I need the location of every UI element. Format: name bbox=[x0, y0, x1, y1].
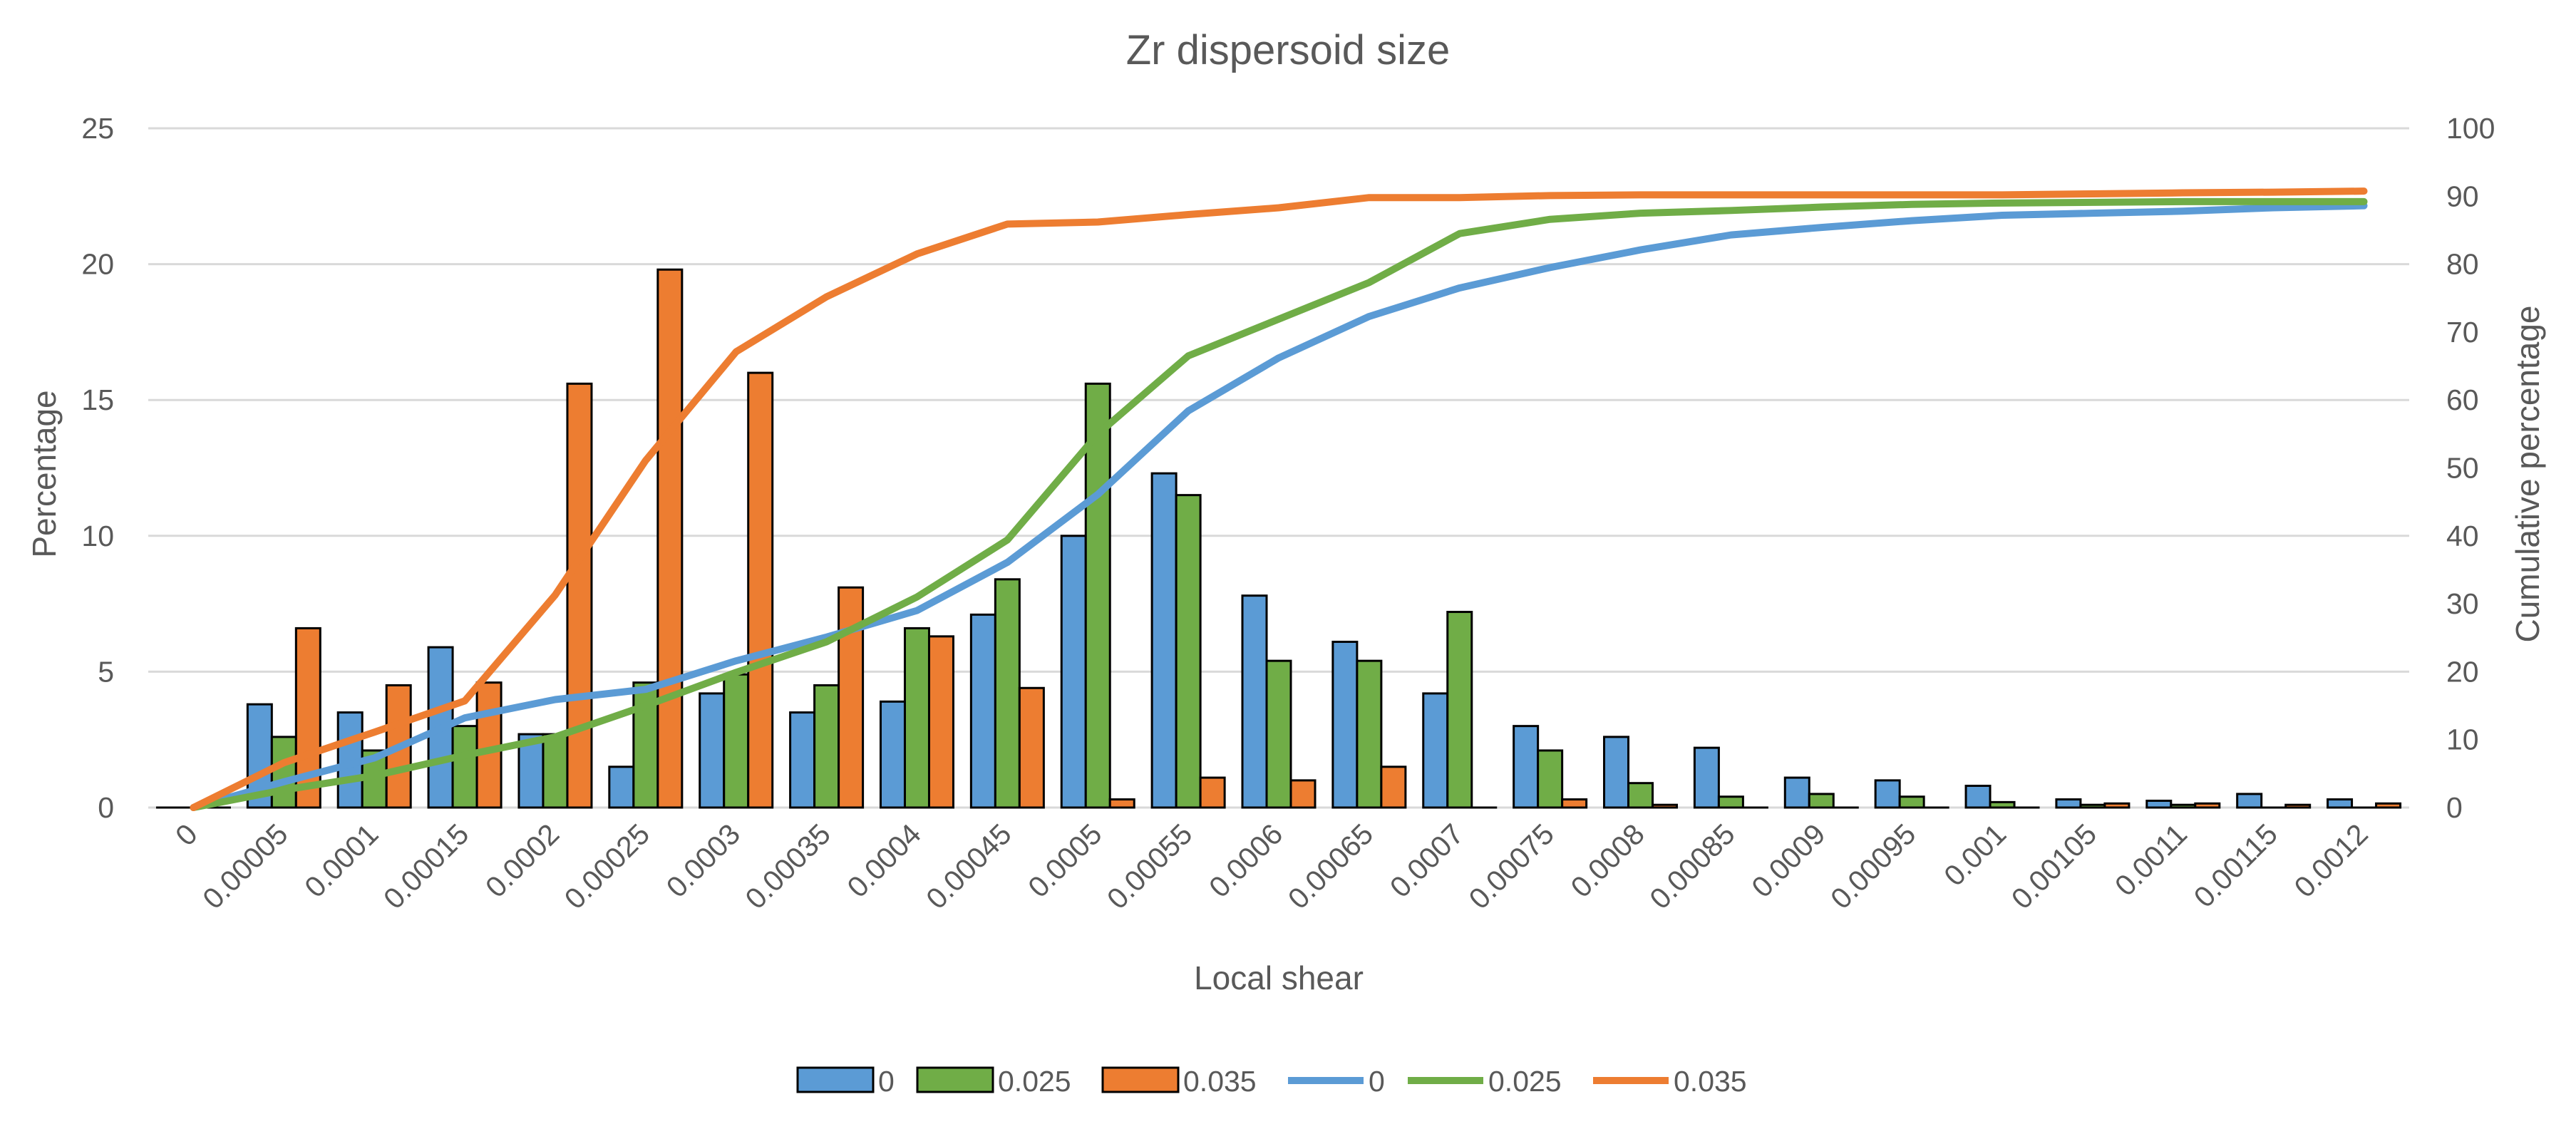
series-line bbox=[190, 197, 2368, 811]
bar bbox=[1380, 765, 1407, 809]
bar bbox=[1561, 798, 1588, 809]
legend-label: 0.035 bbox=[1674, 1065, 1747, 1098]
bar bbox=[969, 613, 996, 809]
bar bbox=[2079, 803, 2106, 809]
y-tick-label: 25 bbox=[81, 112, 114, 145]
bar bbox=[2284, 803, 2312, 809]
bar bbox=[927, 635, 954, 809]
bar bbox=[542, 733, 569, 809]
y2-tick-label: 30 bbox=[2446, 587, 2479, 620]
bar bbox=[608, 765, 635, 809]
legend-swatch bbox=[916, 1066, 994, 1093]
bar bbox=[2375, 802, 2402, 809]
bar bbox=[1783, 776, 1810, 809]
bar bbox=[270, 736, 297, 809]
bar bbox=[2194, 802, 2221, 809]
lines bbox=[190, 187, 2368, 811]
bar bbox=[1603, 736, 1630, 809]
bar bbox=[1652, 803, 1679, 809]
legend-swatch bbox=[796, 1066, 875, 1093]
bar bbox=[1964, 785, 1992, 809]
y-tick-label: 5 bbox=[98, 655, 114, 688]
bar bbox=[789, 711, 816, 809]
legend-label: 0 bbox=[1369, 1065, 1385, 1098]
bar bbox=[1265, 659, 1292, 809]
y-tick-label: 0 bbox=[98, 791, 114, 824]
bar bbox=[1513, 725, 1540, 809]
y2-tick-label: 70 bbox=[2446, 316, 2479, 349]
bar bbox=[903, 627, 930, 809]
bar bbox=[656, 268, 684, 809]
bar bbox=[1808, 793, 1835, 809]
bar bbox=[1331, 640, 1359, 809]
bar bbox=[747, 371, 774, 809]
legend: 0 0.025 0.035 0 0.025 0.035 bbox=[796, 1065, 1747, 1098]
bar bbox=[1717, 795, 1744, 809]
series-line bbox=[190, 187, 2368, 811]
y-tick-label: 20 bbox=[81, 248, 114, 281]
bar bbox=[2103, 802, 2131, 809]
bar bbox=[813, 684, 840, 809]
y-tick-label: 10 bbox=[81, 520, 114, 552]
y-axis-title: Percentage bbox=[26, 390, 63, 557]
bar bbox=[1537, 749, 1564, 809]
legend-label: 0 bbox=[878, 1065, 895, 1098]
bar bbox=[2170, 803, 2197, 809]
legend-label: 0.025 bbox=[998, 1065, 1071, 1098]
bar bbox=[2236, 793, 2263, 809]
legend-swatch bbox=[1101, 1066, 1180, 1093]
y2-tick-label: 100 bbox=[2446, 112, 2495, 145]
y2-tick-label: 20 bbox=[2446, 655, 2479, 688]
y2-tick-label: 80 bbox=[2446, 248, 2479, 281]
bar bbox=[994, 578, 1021, 809]
y2-tick-label: 10 bbox=[2446, 723, 2479, 756]
bar bbox=[451, 725, 478, 809]
bar bbox=[2327, 798, 2354, 809]
y2-tick-label: 0 bbox=[2446, 791, 2463, 824]
bar bbox=[1693, 746, 1720, 809]
bar bbox=[475, 681, 503, 809]
bar bbox=[879, 700, 906, 809]
y2-tick-label: 60 bbox=[2446, 383, 2479, 416]
bar bbox=[838, 586, 865, 809]
bar bbox=[1199, 776, 1226, 809]
y2-axis-title: Cumulative percentage bbox=[2509, 305, 2546, 642]
bar bbox=[1060, 535, 1087, 809]
bar bbox=[1898, 795, 1925, 809]
bar bbox=[1018, 686, 1045, 809]
bar bbox=[1356, 659, 1383, 809]
bar bbox=[1422, 692, 1449, 809]
y2-tick-label: 40 bbox=[2446, 520, 2479, 552]
bar bbox=[1289, 779, 1317, 809]
bar bbox=[1108, 798, 1135, 809]
bar bbox=[699, 692, 726, 809]
bar bbox=[1446, 611, 1473, 809]
bar bbox=[2055, 798, 2082, 809]
y-tick-label: 15 bbox=[81, 383, 114, 416]
x-axis-title: Local shear bbox=[1194, 959, 1364, 996]
bar bbox=[1989, 800, 2016, 809]
legend-label: 0.025 bbox=[1488, 1065, 1562, 1098]
bar bbox=[1175, 494, 1202, 809]
bar bbox=[1084, 382, 1111, 809]
bar bbox=[1627, 782, 1654, 809]
chart-title: Zr dispersoid size bbox=[1126, 27, 1450, 73]
bar bbox=[2145, 799, 2173, 809]
bar bbox=[566, 382, 593, 809]
legend-label: 0.035 bbox=[1183, 1065, 1257, 1098]
bar bbox=[723, 673, 750, 809]
bar bbox=[1150, 472, 1178, 809]
y2-tick-label: 50 bbox=[2446, 452, 2479, 485]
y2-tick-label: 90 bbox=[2446, 180, 2479, 212]
series-line bbox=[190, 202, 2368, 811]
bar bbox=[1241, 594, 1268, 809]
bar bbox=[1874, 779, 1901, 809]
